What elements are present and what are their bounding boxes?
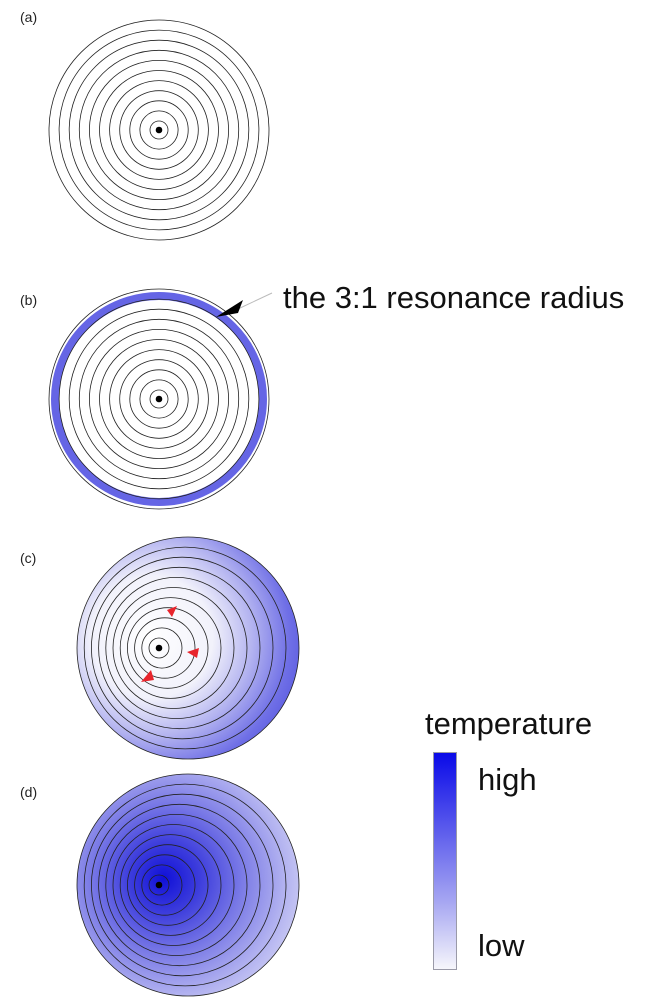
panel-a-ring-2 bbox=[58, 29, 260, 231]
panel-b-ring-3 bbox=[68, 308, 250, 490]
resonance-band bbox=[51, 292, 267, 506]
panel-d-ring-3 bbox=[90, 793, 274, 977]
panel-b-center-dot bbox=[155, 395, 163, 403]
panel-d-ring-8 bbox=[126, 844, 209, 926]
panel-a-ring-9 bbox=[129, 100, 189, 160]
panel-d-ring-10 bbox=[141, 864, 183, 906]
panel-b-ring-6 bbox=[99, 339, 219, 459]
panel-a-ring-8 bbox=[119, 90, 199, 170]
panel-d-ring-7 bbox=[119, 834, 222, 936]
panel-c-ring-1 bbox=[76, 536, 300, 760]
panel-d-ring-11 bbox=[148, 874, 170, 896]
panel-b-ring-11 bbox=[149, 389, 169, 409]
panel-d-disc bbox=[76, 773, 300, 997]
panel-d-temperature-field bbox=[77, 774, 299, 996]
panel-d-center-dot bbox=[155, 881, 163, 889]
panel-a-center-dot bbox=[155, 126, 163, 134]
panel-a-ring-4 bbox=[78, 49, 240, 211]
panel-c-ring-8 bbox=[126, 607, 209, 689]
panel-c-ring-7 bbox=[119, 597, 222, 699]
panel-c-red-arrow-3 bbox=[141, 670, 154, 682]
panel-b-ring-5 bbox=[89, 328, 229, 469]
panel-b-ring-1 bbox=[48, 288, 270, 510]
temperature-colorbar bbox=[433, 752, 457, 970]
panel-a-ring-1 bbox=[48, 19, 270, 241]
panel-a-ring-6 bbox=[99, 70, 219, 190]
panel-c-disc bbox=[76, 536, 300, 760]
panel-c-red-arrow-1 bbox=[167, 606, 177, 617]
panel-d-ring-1 bbox=[76, 773, 300, 997]
panel-c-ring-10 bbox=[141, 627, 183, 669]
annotation-arrowhead bbox=[216, 300, 243, 317]
panel-b-disc bbox=[48, 288, 270, 510]
panel-a-ring-11 bbox=[149, 120, 169, 140]
panel-c-label: (c) bbox=[20, 550, 37, 566]
panel-c-ring-5 bbox=[105, 577, 248, 720]
panel-d-label: (d) bbox=[20, 784, 38, 800]
panel-b-label: (b) bbox=[20, 292, 38, 308]
panel-c-ring-3 bbox=[90, 556, 274, 740]
panel-d-ring-9 bbox=[134, 854, 196, 916]
panel-a-ring-3 bbox=[68, 39, 250, 221]
legend-low-label: low bbox=[478, 928, 525, 963]
panel-b-ring-10 bbox=[139, 379, 179, 419]
panel-a-label: (a) bbox=[20, 9, 38, 25]
panel-a-ring-7 bbox=[109, 80, 209, 180]
panel-c-center-dot bbox=[155, 644, 163, 652]
legend-title: temperature bbox=[425, 706, 593, 741]
panel-c-ring-11 bbox=[148, 637, 170, 659]
panel-c-ring-2 bbox=[83, 546, 287, 750]
panel-d-ring-5 bbox=[105, 814, 248, 957]
panel-d-ring-4 bbox=[98, 803, 261, 967]
legend-high-label: high bbox=[478, 762, 537, 797]
panel-a-ring-5 bbox=[89, 60, 229, 200]
panel-c-ring-4 bbox=[98, 566, 261, 730]
panel-d-ring-2 bbox=[83, 783, 287, 987]
panel-c-red-arrow-2 bbox=[187, 648, 199, 658]
panel-c-ring-6 bbox=[112, 587, 235, 709]
panel-b-ring-4 bbox=[78, 318, 240, 480]
panel-b-ring-8 bbox=[119, 359, 199, 439]
annotation-leader-line bbox=[237, 292, 273, 310]
panel-b-ring-7 bbox=[109, 349, 209, 449]
panel-c-ring-9 bbox=[134, 617, 196, 679]
panel-a-ring-10 bbox=[139, 110, 179, 150]
panel-d-ring-6 bbox=[112, 824, 235, 946]
panel-b-ring-2 bbox=[58, 298, 260, 500]
panel-b-ring-9 bbox=[129, 369, 189, 429]
resonance-annotation-label: the 3:1 resonance radius bbox=[283, 280, 625, 315]
panel-a-disc bbox=[48, 19, 270, 241]
panel-c-temperature-field bbox=[77, 537, 299, 759]
